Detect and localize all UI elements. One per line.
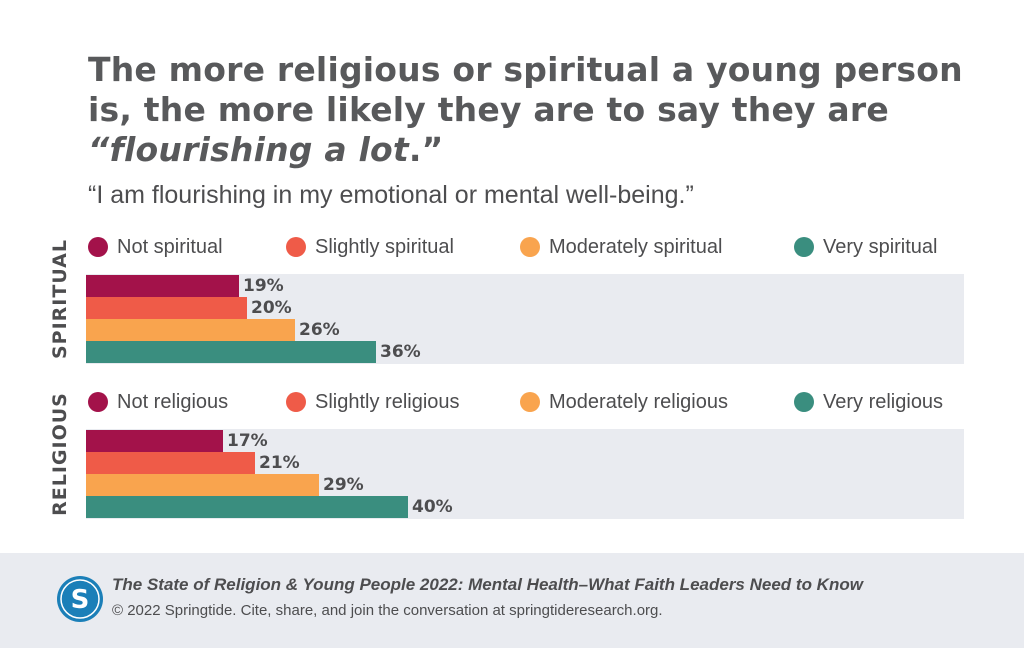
religious-bar-value-label: 21% xyxy=(259,453,300,473)
legend-label: Moderately religious xyxy=(549,390,728,413)
spiritual-legend-item: Not spiritual xyxy=(88,233,223,261)
spiritual-panel: 19% 20% 26% 36% xyxy=(86,274,964,364)
spiritual-group-label: SPIRITUAL xyxy=(49,238,71,359)
religious-group-label: RELIGIOUS xyxy=(49,391,71,516)
religious-bar-value-label: 40% xyxy=(412,497,453,517)
legend-swatch xyxy=(520,237,540,257)
chart-title: The more religious or spiritual a young … xyxy=(88,50,968,170)
footer: S The State of Religion & Young People 2… xyxy=(0,553,1024,648)
religious-bar xyxy=(86,474,319,496)
legend-label: Not spiritual xyxy=(117,235,223,258)
legend-label: Very religious xyxy=(823,390,944,413)
spiritual-legend: Not spiritual Slightly spiritual Moderatel… xyxy=(88,233,968,261)
legend-swatch xyxy=(794,392,814,412)
spiritual-legend-item: Moderately spiritual xyxy=(520,233,722,261)
religious-bar xyxy=(86,452,255,474)
chart-title-line-1: The more religious or spiritual a young … xyxy=(88,50,963,89)
spiritual-bar-value-label: 36% xyxy=(380,342,421,362)
legend-swatch xyxy=(520,392,540,412)
religious-bar xyxy=(86,430,223,452)
spiritual-legend-item: Slightly spiritual xyxy=(286,233,454,261)
logo-letter: S xyxy=(71,585,90,615)
chart-subtitle: “I am flourishing in my emotional or men… xyxy=(88,181,694,209)
chart-title-emphasis: “flourishing a lot xyxy=(88,130,409,169)
legend-swatch xyxy=(286,237,306,257)
legend-swatch xyxy=(794,237,814,257)
chart-title-tail: .” xyxy=(408,130,444,169)
spiritual-bar-value-label: 20% xyxy=(251,298,292,318)
footer-copyright: © 2022 Springtide. Cite, share, and join… xyxy=(112,602,663,619)
footer-title: The State of Religion & Young People 202… xyxy=(112,575,863,594)
religious-legend-item: Not religious xyxy=(88,388,228,416)
religious-bar-value-label: 17% xyxy=(227,431,268,451)
legend-swatch xyxy=(88,237,108,257)
legend-label: Moderately spiritual xyxy=(549,235,723,258)
legend-label: Slightly religious xyxy=(315,390,460,413)
legend-label: Slightly spiritual xyxy=(315,235,454,258)
spiritual-bar xyxy=(86,319,295,341)
religious-legend-item: Moderately religious xyxy=(520,388,728,416)
religious-legend: Not religious Slightly religious Moderatel… xyxy=(88,388,968,416)
religious-bar xyxy=(86,496,408,518)
religious-legend-item: Very religious xyxy=(794,388,943,416)
chart-title-line-2: is, the more likely they are to say they… xyxy=(88,90,889,129)
spiritual-legend-item: Very spiritual xyxy=(794,233,938,261)
spiritual-bar xyxy=(86,297,247,319)
spiritual-bar-value-label: 19% xyxy=(243,276,284,296)
legend-swatch xyxy=(88,392,108,412)
legend-label: Not religious xyxy=(117,390,229,413)
spiritual-bar xyxy=(86,275,239,297)
religious-panel: 17% 21% 29% 40% xyxy=(86,429,964,519)
religious-legend-item: Slightly religious xyxy=(286,388,460,416)
legend-label: Very spiritual xyxy=(823,235,938,258)
religious-bar-value-label: 29% xyxy=(323,475,364,495)
springtide-logo-icon: S xyxy=(57,576,103,622)
legend-swatch xyxy=(286,392,306,412)
chart-title-line-3: “flourishing a lot.” xyxy=(88,130,968,170)
spiritual-bar xyxy=(86,341,376,363)
spiritual-bar-value-label: 26% xyxy=(299,320,340,340)
